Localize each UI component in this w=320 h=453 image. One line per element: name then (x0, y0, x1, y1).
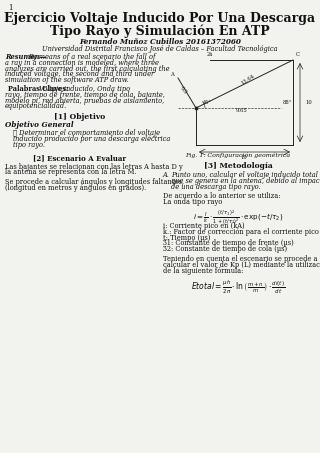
Text: equipotencialidad.: equipotencialidad. (5, 102, 67, 111)
Text: 2h: 2h (207, 52, 213, 57)
Text: $Etotal = \frac{\mu h}{2\pi} \cdot \ln\left(\frac{m+n}{m}\right) \cdot \frac{di(: $Etotal = \frac{\mu h}{2\pi} \cdot \ln\l… (191, 279, 285, 296)
Text: Objetivo General: Objetivo General (5, 121, 74, 129)
Text: 45°: 45° (203, 101, 212, 106)
Text: t: Tiempo (µs): t: Tiempo (µs) (163, 234, 210, 241)
Text: 9.65: 9.65 (236, 109, 248, 114)
Text: C: C (296, 52, 300, 57)
Text: [2] Escenario A Evaluar: [2] Escenario A Evaluar (33, 154, 127, 163)
Text: De acuerdo a lo anterior se utiliza:: De acuerdo a lo anterior se utiliza: (163, 193, 281, 200)
Text: analyzes are carried out, the first calculating the: analyzes are carried out, the first calc… (5, 65, 170, 72)
Text: Tipo Rayo y Simulación En ATP: Tipo Rayo y Simulación En ATP (50, 24, 270, 38)
Text: 13.64: 13.64 (240, 74, 256, 86)
Text: de la siguiente fórmula:: de la siguiente fórmula: (163, 267, 244, 275)
Text: de una descarga tipo rayo.: de una descarga tipo rayo. (171, 183, 260, 191)
Text: rayo, tiempo de frente, tiempo de cola, bajante,: rayo, tiempo de frente, tiempo de cola, … (5, 91, 165, 99)
Text: Ʒ2: Constante de tiempo de cola (µs): Ʒ2: Constante de tiempo de cola (µs) (163, 245, 287, 253)
Text: Voltaje inducido, Onda tipo: Voltaje inducido, Onda tipo (39, 85, 130, 93)
Text: $i = \frac{I}{k} \cdot \frac{(t/\tau_1)^2}{1+(t/\tau_1)^2} \cdot \exp(-t/\tau_2): $i = \frac{I}{k} \cdot \frac{(t/\tau_1)^… (193, 209, 283, 227)
Text: modelo pi, red abierta, pruebas de aislamiento,: modelo pi, red abierta, pruebas de aisla… (5, 96, 164, 105)
Text: Palabras Claves:: Palabras Claves: (8, 85, 68, 93)
Text: Ʒ1: Constante de tiempo de frente (µs): Ʒ1: Constante de tiempo de frente (µs) (163, 239, 294, 247)
Text: Fig. 1. Configuración geométrica: Fig. 1. Configuración geométrica (185, 153, 291, 159)
Text: 10: 10 (305, 100, 312, 105)
Text: Punto uno, calcular el voltaje inducido total: Punto uno, calcular el voltaje inducido … (171, 171, 318, 179)
Text: Ejercicio Voltaje Inducido Por Una Descarga: Ejercicio Voltaje Inducido Por Una Desca… (4, 12, 316, 25)
Text: k.: Factor de corrección para el corriente pico: k.: Factor de corrección para el corrien… (163, 228, 319, 236)
Text: Resumen—: Resumen— (5, 53, 46, 61)
Text: Teniendo en cuenta el escenario se procede a: Teniendo en cuenta el escenario se proce… (163, 255, 317, 263)
Text: la antena se representa con la letra M.: la antena se representa con la letra M. (5, 169, 137, 176)
Text: 1: 1 (8, 4, 12, 12)
Text: La onda tipo rayo: La onda tipo rayo (163, 198, 222, 206)
Text: 0.5: 0.5 (179, 85, 188, 95)
Text: calcular el valor de Kp (L) mediante la utilización: calcular el valor de Kp (L) mediante la … (163, 261, 320, 269)
Text: [1] Objetivo: [1] Objetivo (54, 113, 106, 121)
Text: induced voltage, the second and third under: induced voltage, the second and third un… (5, 70, 154, 78)
Text: Se procede a calcular ángulos y longitudes faltantes,: Se procede a calcular ángulos y longitud… (5, 178, 184, 186)
Text: By means of a real scenario the fall of: By means of a real scenario the fall of (28, 53, 156, 61)
Text: Las bajantes se relacionan con las letras A hasta D y: Las bajantes se relacionan con las letra… (5, 163, 183, 171)
Text: A: A (170, 72, 174, 77)
Text: a ray in a connection is modeled, where three: a ray in a connection is modeled, where … (5, 59, 159, 67)
Text: simulation of the software ATP draw.: simulation of the software ATP draw. (5, 76, 129, 84)
Text: A.: A. (163, 171, 170, 179)
Text: (longitud en metros y ángulos en grados).: (longitud en metros y ángulos en grados)… (5, 184, 146, 192)
Text: i: Corriente pico en (kA): i: Corriente pico en (kA) (163, 222, 244, 230)
Text: ✓ Determinar el comportamiento del voltaje: ✓ Determinar el comportamiento del volta… (13, 129, 160, 137)
Text: Universidad Distrital Francisco José de Caldas – Facultad Tecnológica: Universidad Distrital Francisco José de … (42, 45, 278, 53)
Text: [3] Metodología: [3] Metodología (204, 162, 272, 170)
Text: 10: 10 (241, 155, 247, 160)
Text: 88°: 88° (282, 101, 292, 106)
Text: Fernando Muñoz Cubillos 20161372060: Fernando Muñoz Cubillos 20161372060 (79, 38, 241, 46)
Text: tipo rayo.: tipo rayo. (13, 141, 45, 149)
Text: que se genera en la antena, debido al impacto: que se genera en la antena, debido al im… (171, 177, 320, 185)
Text: inducido producido por una descarga eléctrica: inducido producido por una descarga eléc… (13, 135, 170, 143)
